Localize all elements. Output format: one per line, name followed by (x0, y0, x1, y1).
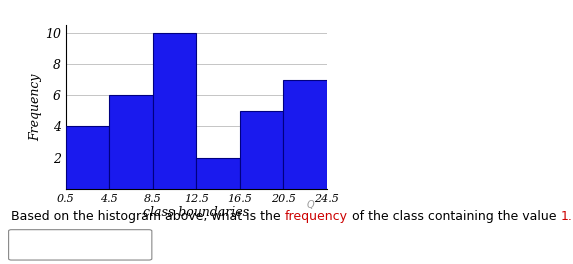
Text: frequency: frequency (285, 210, 348, 223)
Bar (196, 158, 240, 189)
FancyBboxPatch shape (9, 230, 152, 260)
Bar (109, 95, 153, 189)
Y-axis label: Frequency: Frequency (29, 73, 42, 141)
Bar (153, 33, 196, 189)
Text: Q: Q (307, 200, 314, 210)
Bar (240, 111, 283, 189)
Bar (283, 80, 327, 189)
Text: of the class containing the value: of the class containing the value (348, 210, 560, 223)
Bar (66, 126, 109, 189)
X-axis label: class boundaries: class boundaries (143, 206, 249, 219)
Text: 1.: 1. (560, 210, 572, 223)
Text: Based on the histogram above, what is the: Based on the histogram above, what is th… (11, 210, 285, 223)
